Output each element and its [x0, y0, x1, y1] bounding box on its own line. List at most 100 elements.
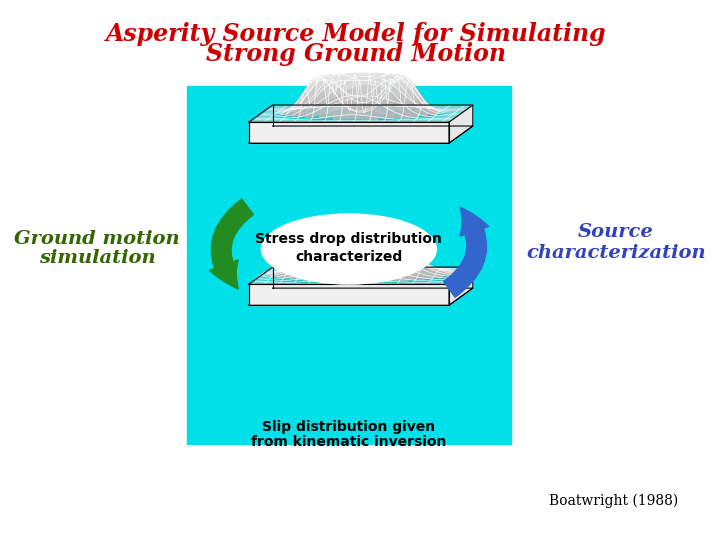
Polygon shape [333, 274, 341, 278]
Polygon shape [366, 224, 375, 232]
Polygon shape [361, 73, 369, 80]
Polygon shape [386, 90, 395, 102]
Polygon shape [414, 261, 423, 267]
Polygon shape [379, 225, 387, 232]
Polygon shape [377, 244, 385, 252]
Polygon shape [387, 263, 396, 265]
Polygon shape [360, 230, 369, 236]
Polygon shape [438, 271, 446, 273]
Polygon shape [410, 253, 418, 260]
Polygon shape [387, 80, 395, 93]
Polygon shape [333, 229, 341, 239]
Polygon shape [248, 267, 473, 284]
Polygon shape [392, 249, 400, 257]
Polygon shape [412, 87, 420, 101]
Polygon shape [445, 273, 453, 275]
Polygon shape [425, 264, 433, 267]
Text: simulation: simulation [39, 248, 156, 267]
Polygon shape [332, 233, 340, 244]
Polygon shape [376, 238, 384, 246]
Polygon shape [355, 222, 363, 227]
Polygon shape [303, 255, 311, 262]
Polygon shape [436, 268, 444, 269]
Polygon shape [384, 246, 392, 254]
Polygon shape [432, 267, 440, 271]
Polygon shape [302, 86, 310, 102]
Polygon shape [327, 260, 335, 264]
Polygon shape [371, 271, 379, 276]
Polygon shape [322, 256, 330, 265]
Polygon shape [432, 109, 440, 112]
Polygon shape [276, 269, 285, 272]
Polygon shape [305, 253, 313, 259]
Polygon shape [356, 249, 364, 255]
Polygon shape [430, 268, 438, 272]
Polygon shape [323, 245, 331, 254]
Polygon shape [350, 96, 358, 107]
Polygon shape [429, 110, 437, 114]
Polygon shape [344, 265, 352, 266]
Polygon shape [408, 103, 416, 107]
Polygon shape [312, 264, 320, 267]
Polygon shape [321, 266, 329, 267]
Polygon shape [433, 267, 441, 270]
Polygon shape [312, 269, 321, 275]
Polygon shape [385, 252, 393, 258]
Polygon shape [350, 264, 358, 269]
Polygon shape [292, 111, 300, 117]
Polygon shape [322, 84, 330, 99]
Polygon shape [318, 90, 325, 103]
Polygon shape [410, 80, 418, 91]
Polygon shape [387, 99, 395, 105]
Polygon shape [354, 73, 362, 80]
Polygon shape [312, 106, 320, 108]
Polygon shape [374, 246, 383, 256]
Polygon shape [410, 80, 418, 93]
Polygon shape [398, 249, 406, 257]
Polygon shape [401, 260, 409, 264]
Polygon shape [333, 92, 342, 104]
Polygon shape [435, 274, 443, 276]
Polygon shape [366, 251, 374, 260]
Polygon shape [433, 109, 442, 111]
Polygon shape [378, 272, 387, 276]
Polygon shape [291, 101, 299, 109]
Polygon shape [294, 265, 302, 271]
Polygon shape [408, 260, 415, 264]
Polygon shape [387, 232, 395, 239]
Polygon shape [338, 80, 346, 84]
Polygon shape [390, 74, 398, 77]
Polygon shape [294, 265, 302, 268]
Polygon shape [431, 109, 439, 112]
Polygon shape [291, 273, 300, 277]
Polygon shape [312, 109, 321, 117]
Polygon shape [288, 104, 297, 112]
Polygon shape [405, 78, 413, 92]
Polygon shape [353, 230, 361, 238]
Polygon shape [385, 232, 394, 241]
Polygon shape [404, 248, 412, 256]
Polygon shape [284, 275, 292, 278]
Polygon shape [328, 263, 336, 266]
Polygon shape [439, 270, 447, 272]
Polygon shape [408, 253, 416, 261]
Polygon shape [410, 266, 418, 267]
Polygon shape [311, 77, 320, 83]
Polygon shape [359, 220, 366, 224]
Polygon shape [377, 279, 385, 281]
Polygon shape [394, 239, 402, 246]
Polygon shape [290, 275, 299, 279]
Polygon shape [358, 103, 366, 106]
Polygon shape [300, 260, 308, 265]
Polygon shape [371, 86, 379, 97]
Polygon shape [351, 220, 359, 226]
Polygon shape [378, 226, 387, 235]
Polygon shape [416, 266, 425, 267]
Polygon shape [389, 75, 397, 84]
Polygon shape [328, 232, 336, 240]
Polygon shape [325, 235, 333, 245]
Polygon shape [359, 264, 367, 265]
Polygon shape [352, 89, 360, 103]
Polygon shape [370, 76, 379, 87]
Polygon shape [347, 73, 356, 80]
